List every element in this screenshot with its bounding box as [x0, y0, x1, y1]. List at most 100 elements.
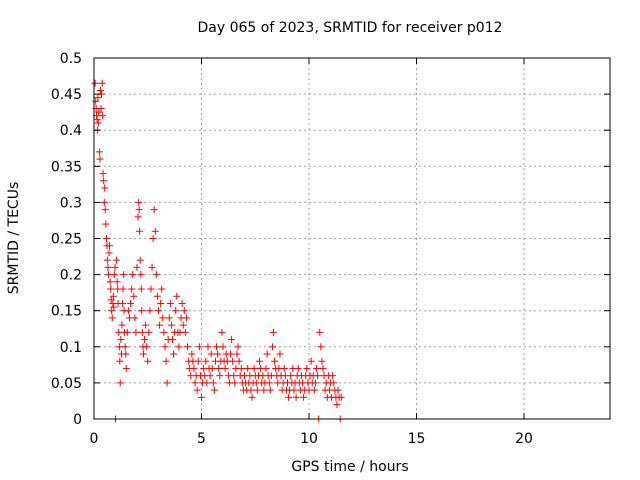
data-point — [219, 343, 227, 351]
data-point — [202, 357, 210, 365]
data-point — [235, 357, 243, 365]
data-point — [221, 364, 229, 372]
data-point — [139, 350, 147, 358]
data-point — [248, 393, 256, 401]
data-point — [167, 321, 175, 329]
data-point — [117, 336, 125, 344]
data-point — [111, 263, 119, 271]
data-point — [263, 350, 271, 358]
data-point — [215, 364, 223, 372]
y-tick-label: 0.35 — [51, 159, 82, 175]
data-points — [91, 79, 345, 423]
data-point — [178, 299, 186, 307]
data-point — [234, 343, 242, 351]
y-tick-label: 0.2 — [60, 268, 82, 284]
data-point — [179, 321, 187, 329]
data-point — [313, 364, 321, 372]
x-tick-label: 5 — [197, 431, 206, 447]
data-point — [334, 386, 342, 394]
data-point — [113, 256, 121, 264]
data-point — [175, 343, 183, 351]
data-point — [151, 227, 159, 235]
data-point — [150, 206, 158, 214]
data-point — [195, 343, 203, 351]
data-point — [149, 235, 157, 242]
data-point — [244, 364, 252, 372]
data-point — [213, 343, 221, 351]
data-point — [280, 364, 288, 372]
data-point — [91, 79, 99, 87]
data-point — [103, 256, 111, 264]
data-point — [265, 379, 273, 387]
data-point — [163, 379, 171, 387]
data-point — [300, 393, 308, 401]
y-tick-label: 0.4 — [60, 123, 82, 139]
data-point — [141, 336, 149, 344]
data-point — [92, 97, 100, 105]
data-point — [94, 94, 102, 102]
data-point — [310, 386, 318, 394]
data-point — [317, 343, 325, 351]
x-axis-label: GPS time / hours — [291, 459, 408, 475]
data-point — [231, 379, 239, 387]
x-tick-label: 10 — [300, 431, 318, 447]
data-point — [216, 372, 224, 380]
data-point — [101, 184, 109, 192]
data-point — [156, 321, 164, 329]
data-point — [268, 343, 276, 351]
data-point — [160, 328, 168, 336]
data-point — [96, 86, 104, 94]
data-point — [100, 198, 108, 206]
data-point — [173, 292, 181, 300]
data-point — [143, 343, 151, 351]
y-tick-label: 0.45 — [51, 87, 82, 103]
data-point — [270, 328, 278, 336]
data-point — [181, 328, 189, 336]
data-point — [290, 386, 298, 394]
data-point — [110, 271, 118, 279]
data-point — [337, 393, 345, 401]
data-point — [129, 271, 137, 279]
y-tick-label: 0.05 — [51, 376, 82, 392]
data-point — [203, 379, 211, 387]
data-point — [99, 170, 107, 178]
data-point — [147, 285, 155, 293]
data-point — [294, 364, 302, 372]
data-point — [285, 393, 293, 401]
data-point — [118, 321, 126, 329]
x-tick-label: 20 — [515, 431, 533, 447]
data-point — [145, 328, 153, 336]
data-point — [218, 328, 226, 336]
data-point — [105, 249, 113, 257]
data-point — [194, 357, 202, 365]
data-point — [180, 307, 188, 315]
data-point — [311, 379, 319, 387]
data-point — [329, 372, 337, 380]
data-point — [170, 350, 178, 358]
data-point — [210, 386, 218, 394]
data-point — [228, 336, 236, 344]
data-point — [253, 386, 261, 394]
data-point — [155, 307, 162, 315]
y-tick-label: 0.5 — [60, 51, 82, 67]
data-point — [158, 285, 166, 293]
data-point — [330, 379, 338, 387]
data-point — [266, 386, 274, 394]
data-point — [193, 386, 201, 394]
x-tick-label: 15 — [408, 431, 426, 447]
data-point — [166, 299, 174, 307]
data-point — [214, 350, 222, 358]
data-point — [107, 285, 115, 293]
data-point — [227, 350, 235, 358]
data-point — [287, 372, 295, 380]
data-point — [292, 393, 300, 401]
data-point — [230, 372, 238, 380]
data-point — [119, 285, 127, 293]
data-point — [113, 278, 121, 286]
data-point — [133, 263, 141, 271]
data-point — [124, 307, 132, 315]
data-point — [96, 155, 104, 163]
data-point — [131, 314, 139, 322]
data-point — [190, 364, 198, 372]
data-point — [152, 271, 160, 279]
